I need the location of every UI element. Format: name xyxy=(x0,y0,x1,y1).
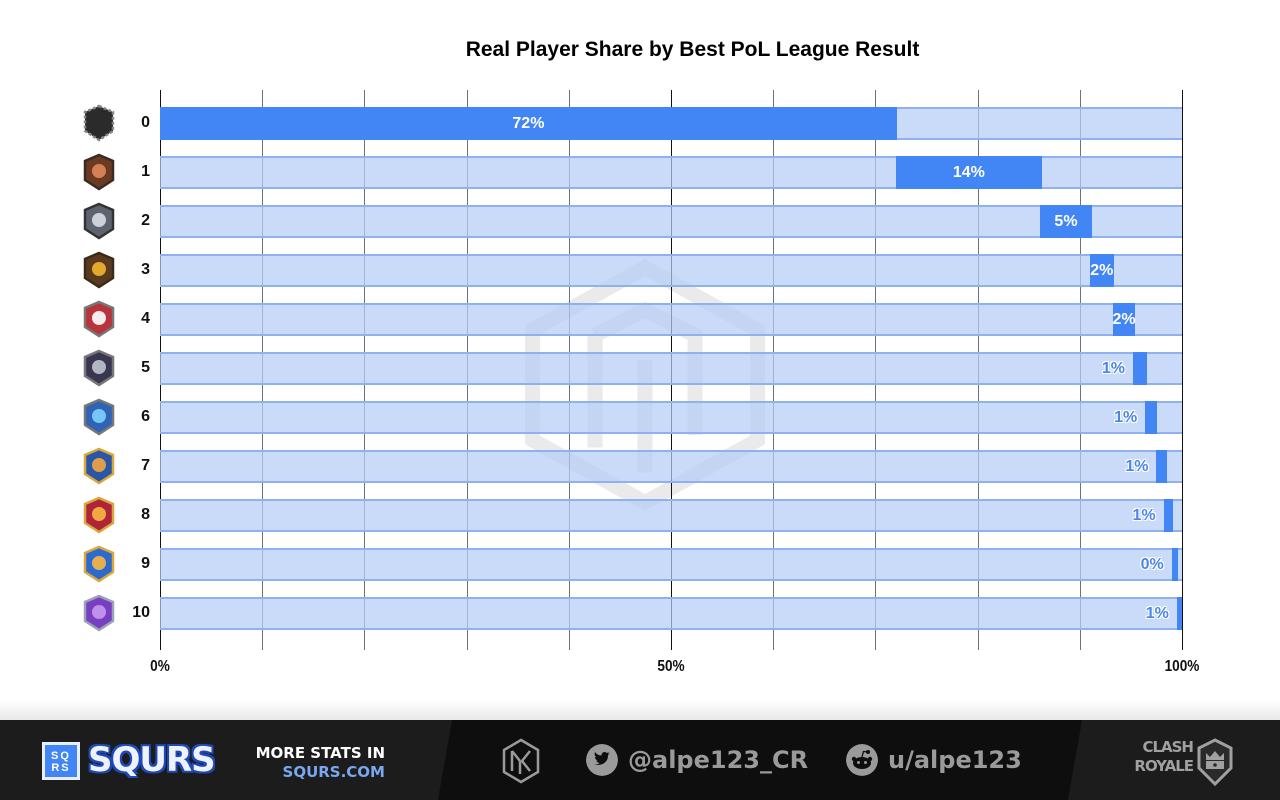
bar-row-league-0: 72% xyxy=(160,107,1182,140)
bar-value[interactable] xyxy=(1112,303,1135,336)
x-tick-label-50: 50% xyxy=(657,658,685,675)
bar-row-league-7: 1% xyxy=(160,450,1182,483)
more-stats-url[interactable]: SQURS.COM xyxy=(282,763,385,781)
bar-row-league-1: 14% xyxy=(160,156,1182,189)
bar-track xyxy=(160,254,1182,287)
league-3-gold-swords-icon xyxy=(83,251,115,289)
bar-row-league-10: 1% xyxy=(160,597,1182,630)
bar-track xyxy=(160,597,1182,630)
bar-value-label: 14% xyxy=(952,164,985,181)
bar-value[interactable] xyxy=(1039,205,1093,238)
bar-value-label: 1% xyxy=(1114,409,1138,426)
reddit-icon xyxy=(846,744,878,776)
league-label: 0 xyxy=(141,114,150,131)
bar-value[interactable] xyxy=(1090,254,1114,287)
crown-shield-icon xyxy=(1197,738,1233,786)
bar-value[interactable] xyxy=(1163,499,1173,532)
x-tick-label-100: 100% xyxy=(1164,658,1200,675)
league-label: 4 xyxy=(141,310,150,327)
league-label: 8 xyxy=(141,506,150,523)
league-9-blue-crown-icon xyxy=(83,545,115,583)
twitter-icon xyxy=(586,744,618,776)
bar-row-league-8: 1% xyxy=(160,499,1182,532)
league-1-bronze-sword-icon xyxy=(83,153,115,191)
game-logo-line1: CLASH xyxy=(1142,738,1194,756)
league-label: 10 xyxy=(132,604,150,621)
league-label: 9 xyxy=(141,555,150,572)
league-7-helmet-icon xyxy=(83,447,115,485)
bar-value-label: 0% xyxy=(1140,556,1164,573)
league-2-silver-swords-icon xyxy=(83,202,115,240)
bar-value[interactable] xyxy=(1176,597,1182,630)
league-5-hammer-icon xyxy=(83,349,115,387)
clash-royale-logo: CLASH ROYALE xyxy=(1118,738,1236,786)
bar-track xyxy=(160,450,1182,483)
bar-value-label: 1% xyxy=(1125,458,1149,475)
game-logo-line2: ROYALE xyxy=(1134,757,1194,775)
plot-area: 72% 14% 5% 2% 2% 1% 1% 1% 1% 0% 1% xyxy=(160,90,1183,650)
twitter-link[interactable]: @alpe123_CR xyxy=(586,720,808,800)
league-label: 6 xyxy=(141,408,150,425)
league-label: 2 xyxy=(141,212,150,229)
more-stats-line1: MORE STATS IN xyxy=(255,744,385,762)
bar-row-league-5: 1% xyxy=(160,352,1182,385)
bar-value-label: 72% xyxy=(512,115,545,132)
reddit-link[interactable]: u/alpe123 xyxy=(846,720,1022,800)
bar-row-league-9: 0% xyxy=(160,548,1182,581)
bar-value[interactable] xyxy=(1145,401,1158,434)
bar-track xyxy=(160,548,1182,581)
league-label: 5 xyxy=(141,359,150,376)
bar-track xyxy=(160,303,1182,336)
league-0-empty-shield-icon xyxy=(83,104,115,142)
league-6-potion-icon xyxy=(83,398,115,436)
bar-value[interactable] xyxy=(160,107,897,140)
more-stats-link[interactable]: MORE STATS IN SQURS.COM xyxy=(240,744,385,782)
footer-shadow xyxy=(0,700,1280,720)
bar-track xyxy=(160,499,1182,532)
logo-box-bottom-text: RS xyxy=(51,762,71,774)
author-logo-icon xyxy=(502,738,540,784)
bar-value-label: 5% xyxy=(1054,213,1078,230)
twitter-handle[interactable]: @alpe123_CR xyxy=(628,746,809,774)
bar-value-label: 1% xyxy=(1145,605,1169,622)
bar-value-label: 1% xyxy=(1132,507,1156,524)
league-label: 1 xyxy=(141,163,150,180)
bar-track xyxy=(160,401,1182,434)
bar-value[interactable] xyxy=(1156,450,1167,483)
bar-value[interactable] xyxy=(1171,548,1178,581)
bar-value-label: 2% xyxy=(1112,311,1136,328)
bar-track xyxy=(160,352,1182,385)
chart-title: Real Player Share by Best PoL League Res… xyxy=(465,38,920,61)
league-10-crystal-icon xyxy=(83,594,115,632)
brand-name[interactable]: SQURS xyxy=(88,740,216,780)
bar-row-league-6: 1% xyxy=(160,401,1182,434)
bar-row-league-3: 2% xyxy=(160,254,1182,287)
bar-row-league-2: 5% xyxy=(160,205,1182,238)
bar-value-label: 1% xyxy=(1101,360,1125,377)
bar-row-league-4: 2% xyxy=(160,303,1182,336)
league-8-red-crown-icon xyxy=(83,496,115,534)
x-tick-label-0: 0% xyxy=(150,658,170,675)
logo-box-top-text: SQ xyxy=(51,750,71,762)
bar-value[interactable] xyxy=(895,156,1042,189)
bar-value-label: 2% xyxy=(1090,262,1114,279)
footer-banner: SQ RS SQURS MORE STATS IN SQURS.COM @alp… xyxy=(0,720,1280,800)
league-label: 7 xyxy=(141,457,150,474)
squrs-logo-icon[interactable]: SQ RS xyxy=(42,742,80,780)
bar-value[interactable] xyxy=(1132,352,1148,385)
bar-track xyxy=(160,205,1182,238)
league-4-target-icon xyxy=(83,300,115,338)
reddit-handle[interactable]: u/alpe123 xyxy=(888,746,1022,774)
grid-line-100 xyxy=(1182,90,1183,650)
league-label: 3 xyxy=(141,261,150,278)
